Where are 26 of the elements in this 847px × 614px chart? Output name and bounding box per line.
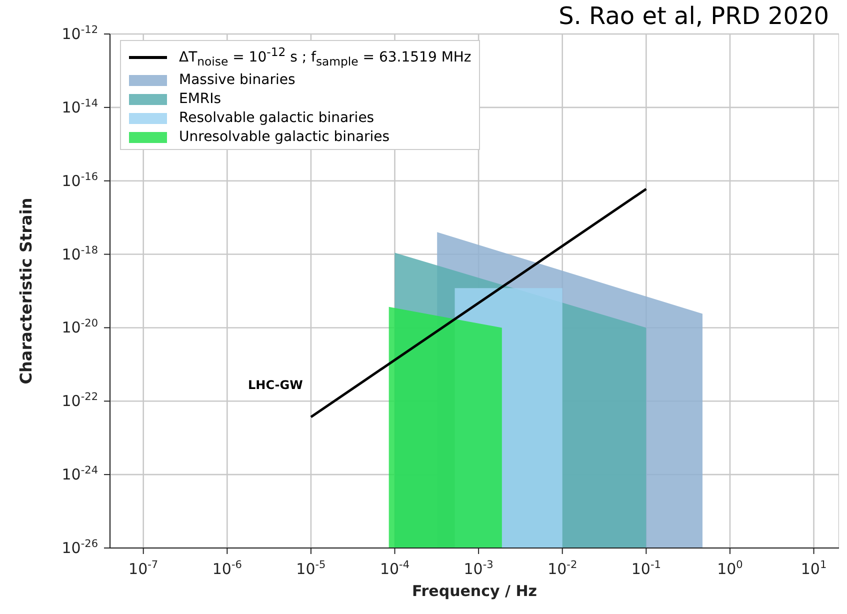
x-tick-label: 10$^{0}$: [717, 559, 743, 578]
x-tick-label: 10$^{-5}$: [296, 559, 326, 578]
y-axis-title: Characteristic Strain: [16, 198, 36, 384]
y-tick-label: 10$^{-16}$: [62, 170, 98, 190]
x-tick-label: 10$^{-2}$: [548, 559, 578, 578]
legend-label: Unresolvable galactic binaries: [179, 128, 390, 148]
x-axis-title: Frequency / Hz: [412, 582, 538, 600]
x-tick-label: 10$^{-3}$: [464, 559, 494, 578]
legend-label: EMRIs: [179, 90, 222, 110]
y-tick-label: 10$^{-22}$: [62, 391, 98, 410]
annotation: LHC-GW: [248, 378, 303, 392]
y-tick-label: 10$^{-18}$: [62, 244, 98, 264]
x-tick-label: 10$^{1}$: [800, 559, 827, 578]
x-tick-label: 10$^{-1}$: [631, 559, 661, 578]
x-tick-label: 10$^{-7}$: [128, 559, 158, 578]
y-tick-label: 10$^{-20}$: [62, 318, 98, 337]
y-tick-label: 10$^{-14}$: [62, 97, 98, 116]
y-tick-label: 10$^{-26}$: [62, 538, 98, 557]
legend-label: Resolvable galactic binaries: [179, 109, 374, 128]
x-tick-label: 10$^{-4}$: [380, 559, 410, 578]
y-tick-label: 10$^{-12}$: [62, 24, 98, 43]
text: S. Rao et al, PRD 2020: [558, 2, 829, 30]
y-tick-label: 10$^{-24}$: [62, 464, 98, 484]
legend-label: ΔT$_{noise}$ = 10$^{-12}$ s ; f$_{sample}$ = 63.1519 MHz: [179, 44, 472, 70]
x-tick-label: 10$^{-6}$: [212, 559, 242, 578]
legend-label: Massive binaries: [179, 71, 296, 90]
